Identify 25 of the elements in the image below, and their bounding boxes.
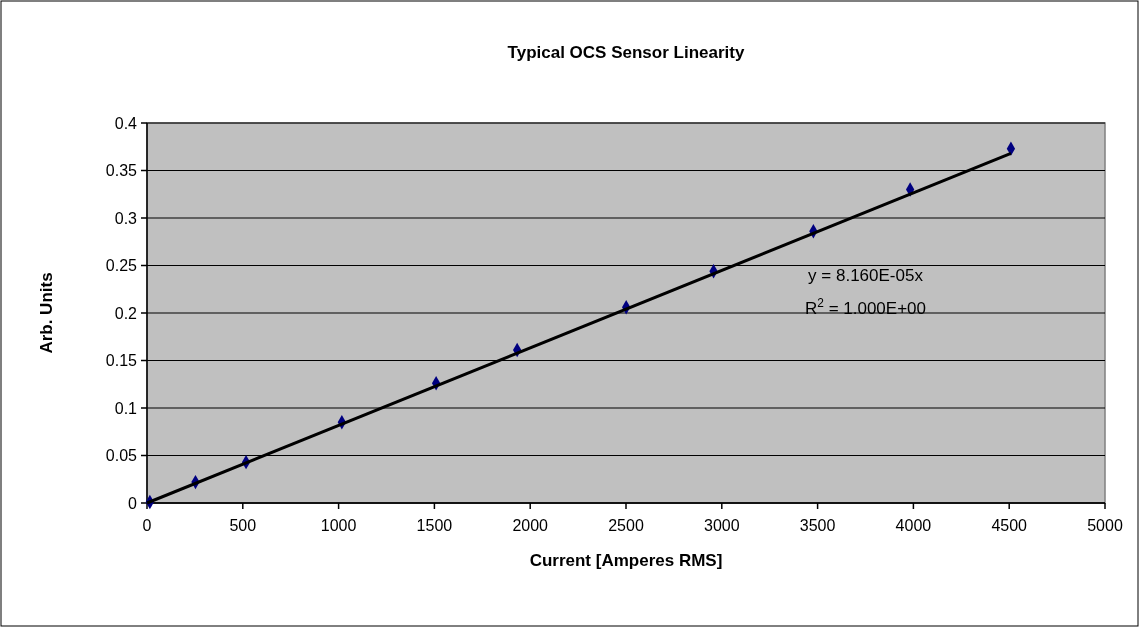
- x-axis-title: Current [Amperes RMS]: [529, 551, 723, 570]
- x-tick-label: 500: [229, 517, 257, 534]
- x-tick-label: 2500: [608, 517, 644, 534]
- x-tick-label: 3000: [704, 517, 740, 534]
- x-tick-label: 1500: [416, 517, 453, 534]
- annotation: y = 8.160E-05x: [808, 265, 924, 285]
- y-tick-label: 0.25: [105, 257, 138, 275]
- y-tick-label: 0.05: [105, 447, 138, 465]
- y-tick-label: 0.15: [105, 352, 138, 370]
- y-tick-label: 0.1: [114, 399, 138, 417]
- x-tick-label: 2000: [512, 517, 549, 534]
- x-tick-label: 4000: [895, 517, 932, 534]
- y-tick-label: 0.4: [114, 114, 138, 132]
- x-tick-label: 3500: [799, 517, 836, 534]
- y-tick-label: 0.2: [114, 304, 138, 322]
- y-tick-label: 0.35: [105, 162, 138, 180]
- chart-title: Typical OCS Sensor Linearity: [507, 43, 745, 62]
- y-axis-title: Arb. Units: [37, 272, 56, 354]
- annotation: R$^{2}$ = 1.000E+00: [805, 295, 926, 318]
- x-tick-label: 5000: [1087, 517, 1123, 534]
- y-tick-label: 0.3: [114, 209, 138, 227]
- x-tick-label: 1000: [320, 517, 357, 534]
- x-tick-label: 4500: [991, 517, 1028, 534]
- x-tick-label: 0: [142, 517, 152, 534]
- y-tick-label: 0: [128, 494, 138, 512]
